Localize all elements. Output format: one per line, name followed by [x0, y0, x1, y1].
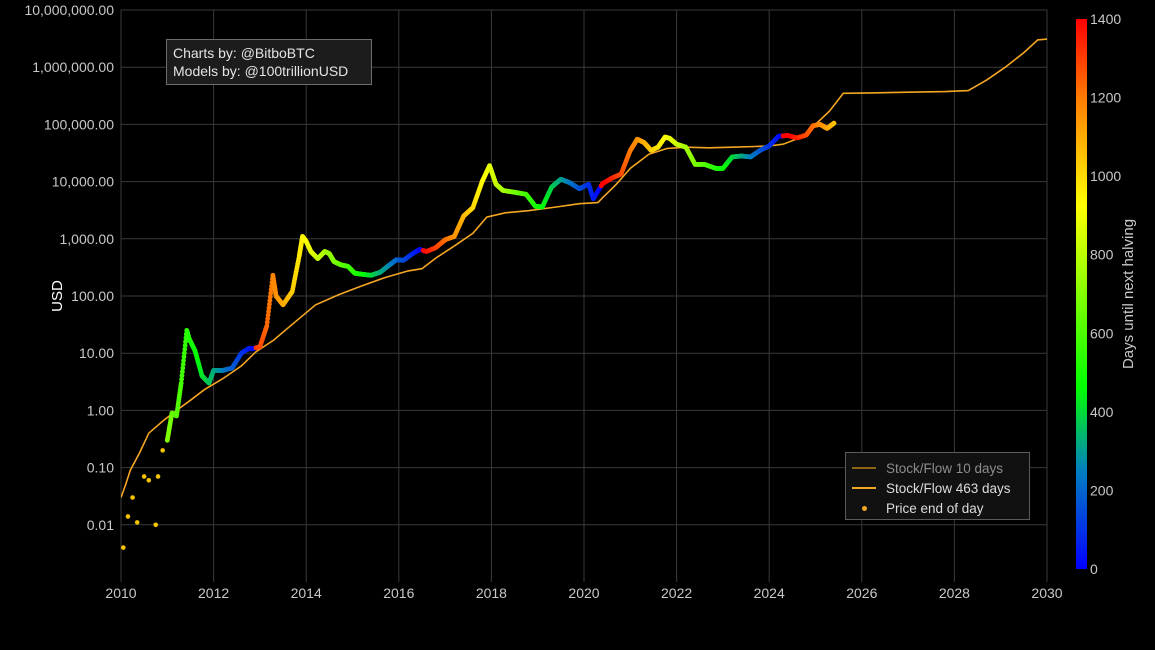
legend-item-sf10[interactable]: Stock/Flow 10 days [852, 458, 1029, 478]
price-point [183, 339, 188, 345]
legend-swatch-dot [852, 505, 876, 511]
legend-swatch-line [852, 487, 876, 489]
y-tick-label: 1,000.00 [60, 231, 115, 247]
plot-area [121, 38, 1047, 550]
price-point [264, 319, 270, 325]
price-point [146, 477, 152, 483]
y-axis-title: USD [49, 280, 66, 312]
y-axis: 0.01 0.10 1.00 10.00 100.00 1,000.00 10,000.00… [24, 2, 114, 533]
x-tick-label: 2012 [198, 585, 229, 601]
colorbar-tick-label: 600 [1090, 325, 1114, 341]
colorbar-tick-label: 1200 [1090, 90, 1121, 106]
y-tick-label: 100.00 [71, 288, 114, 304]
x-tick-label: 2018 [476, 585, 507, 601]
price-point [264, 323, 270, 329]
credit-models-by: Models by: @100trillionUSD [173, 63, 349, 79]
price-point [178, 380, 184, 386]
price-point [182, 343, 188, 348]
price-point [181, 358, 186, 363]
price-point [266, 309, 271, 314]
series-line-sf463 [121, 38, 1047, 498]
price-point [179, 369, 185, 375]
x-tick-label: 2010 [105, 585, 136, 601]
y-tick-label: 1.00 [87, 402, 114, 418]
legend-item-price[interactable]: Price end of day [852, 498, 1029, 518]
x-tick-label: 2026 [846, 585, 877, 601]
price-point [831, 120, 837, 126]
x-tick-label: 2024 [754, 585, 785, 601]
price-point [265, 312, 271, 318]
x-tick-label: 2028 [939, 585, 970, 601]
price-point [267, 301, 272, 307]
colorbar-tick-label: 0 [1090, 561, 1098, 577]
y-tick-label: 10.00 [79, 345, 114, 361]
colorbar-tick-label: 400 [1090, 404, 1114, 420]
price-point [266, 305, 272, 311]
y-tick-label: 1,000,000.00 [32, 59, 114, 75]
x-tick-label: 2020 [568, 585, 599, 601]
price-point [268, 287, 274, 293]
price-point [181, 354, 187, 360]
colorbar-gradient [1076, 19, 1087, 569]
price-point [130, 495, 135, 500]
x-tick-label: 2030 [1031, 585, 1062, 601]
price-point [121, 545, 126, 550]
price-point [267, 294, 273, 300]
legend: Stock/Flow 10 days Stock/Flow 463 days P… [845, 452, 1030, 520]
price-point [265, 316, 271, 322]
credit-box: Charts by: @BitboBTC Models by: @100tril… [166, 39, 372, 85]
colorbar-tick-label: 1000 [1090, 168, 1121, 184]
price-point [160, 448, 165, 453]
price-point [180, 365, 186, 371]
price-point [267, 298, 273, 304]
price-point [134, 520, 140, 525]
price-point [141, 474, 147, 479]
x-tick-label: 2014 [291, 585, 322, 601]
y-tick-label: 0.01 [87, 517, 114, 533]
price-point [153, 522, 159, 528]
price-point [179, 376, 184, 382]
y-tick-label: 10,000.00 [52, 174, 114, 190]
y-tick-label: 0.10 [87, 460, 114, 476]
price-point [182, 346, 188, 352]
price-point [155, 474, 161, 479]
y-tick-label: 100,000.00 [44, 116, 114, 132]
price-point [180, 361, 186, 367]
legend-label: Stock/Flow 463 days [886, 480, 1011, 496]
y-tick-label: 10,000,000.00 [24, 2, 114, 18]
colorbar-tick-label: 200 [1090, 482, 1114, 498]
price-point [125, 514, 131, 519]
x-axis: 2010 2012 2014 2016 2018 2020 2022 2024 2026 2028… [105, 585, 1062, 601]
price-point [179, 373, 185, 378]
x-tick-label: 2016 [383, 585, 414, 601]
colorbar-title: Days until next halving [1120, 219, 1137, 369]
colorbar-tick-label: 1400 [1090, 11, 1121, 27]
legend-label: Stock/Flow 10 days [886, 460, 1004, 476]
colorbar-tick-label: 800 [1090, 247, 1114, 263]
colorbar: 0 200 400 600 800 1000 1200 1400 [1076, 11, 1121, 577]
legend-item-sf463[interactable]: Stock/Flow 463 days [852, 478, 1029, 498]
legend-label: Price end of day [886, 500, 984, 516]
x-tick-label: 2022 [661, 585, 692, 601]
credit-charts-by: Charts by: @BitboBTC [173, 45, 315, 61]
legend-swatch-line [852, 467, 876, 469]
price-point [181, 350, 187, 356]
price-point [268, 290, 274, 296]
